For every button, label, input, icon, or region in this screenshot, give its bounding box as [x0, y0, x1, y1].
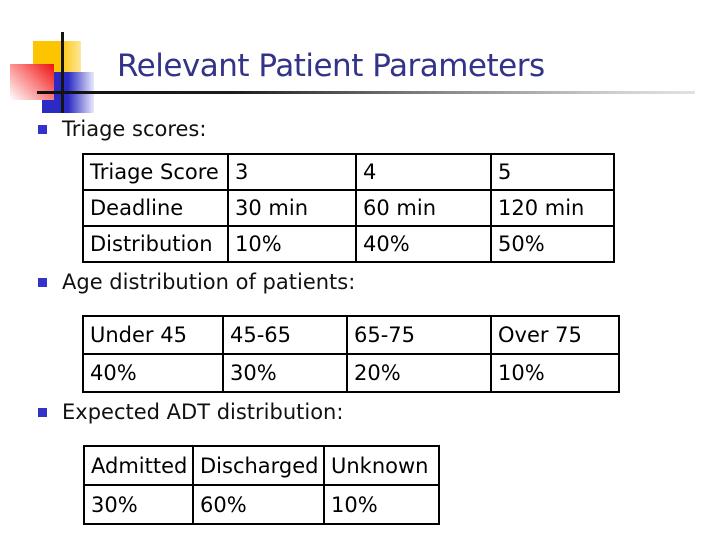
table-cell: 60 min: [355, 189, 492, 227]
bullet-square-icon: [38, 277, 47, 287]
table-row: Triage Score 3 4 5: [82, 153, 615, 191]
age-distribution-table: Under 45 45-65 65-75 Over 75 40% 30% 20%…: [82, 315, 620, 393]
bullet-item-triage-scores: Triage scores:: [38, 116, 206, 142]
table-row: Under 45 45-65 65-75 Over 75: [82, 315, 620, 355]
table-cell: 45-65: [222, 315, 348, 355]
table-cell: 60%: [192, 484, 325, 525]
table-cell: Deadline: [82, 189, 229, 227]
table-cell: Unknown: [323, 445, 440, 486]
table-cell: Triage Score: [82, 153, 229, 191]
table-cell: Over 75: [490, 315, 620, 355]
table-cell: Distribution: [82, 225, 229, 263]
table-cell: 20%: [346, 353, 492, 393]
table-cell: 65-75: [346, 315, 492, 355]
table-row: 40% 30% 20% 10%: [82, 353, 620, 393]
adt-distribution-table: Admitted Discharged Unknown 30% 60% 10%: [83, 445, 440, 525]
table-cell: 30%: [222, 353, 348, 393]
table-cell: 40%: [82, 353, 224, 393]
deco-vertical-line: [61, 32, 64, 113]
table-cell: 10%: [490, 353, 620, 393]
title-underline: [37, 91, 695, 94]
table-cell: 40%: [355, 225, 492, 263]
table-cell: 10%: [323, 484, 440, 525]
table-cell: 10%: [227, 225, 357, 263]
table-row: Distribution 10% 40% 50%: [82, 225, 615, 263]
table-cell: 5: [490, 153, 615, 191]
table-row: 30% 60% 10%: [83, 484, 440, 525]
table-cell: 30 min: [227, 189, 357, 227]
bullet-label: Expected ADT distribution:: [62, 400, 344, 424]
table-cell: 30%: [83, 484, 194, 525]
bullet-square-icon: [38, 124, 47, 134]
bullet-square-icon: [38, 407, 47, 417]
bullet-label: Triage scores:: [62, 117, 207, 141]
page-title: Relevant Patient Parameters: [117, 48, 545, 84]
table-row: Deadline 30 min 60 min 120 min: [82, 189, 615, 227]
bullet-label: Age distribution of patients:: [62, 270, 356, 294]
table-cell: 3: [227, 153, 357, 191]
table-cell: 4: [355, 153, 492, 191]
table-cell: 120 min: [490, 189, 615, 227]
deco-red-square: [10, 64, 54, 100]
bullet-item-age-distribution: Age distribution of patients:: [38, 269, 355, 295]
bullet-item-adt-distribution: Expected ADT distribution:: [38, 399, 343, 425]
table-cell: 50%: [490, 225, 615, 263]
triage-scores-table: Triage Score 3 4 5 Deadline 30 min 60 mi…: [82, 153, 615, 263]
table-cell: Admitted: [83, 445, 194, 486]
table-cell: Discharged: [192, 445, 325, 486]
table-row: Admitted Discharged Unknown: [83, 445, 440, 486]
table-cell: Under 45: [82, 315, 224, 355]
